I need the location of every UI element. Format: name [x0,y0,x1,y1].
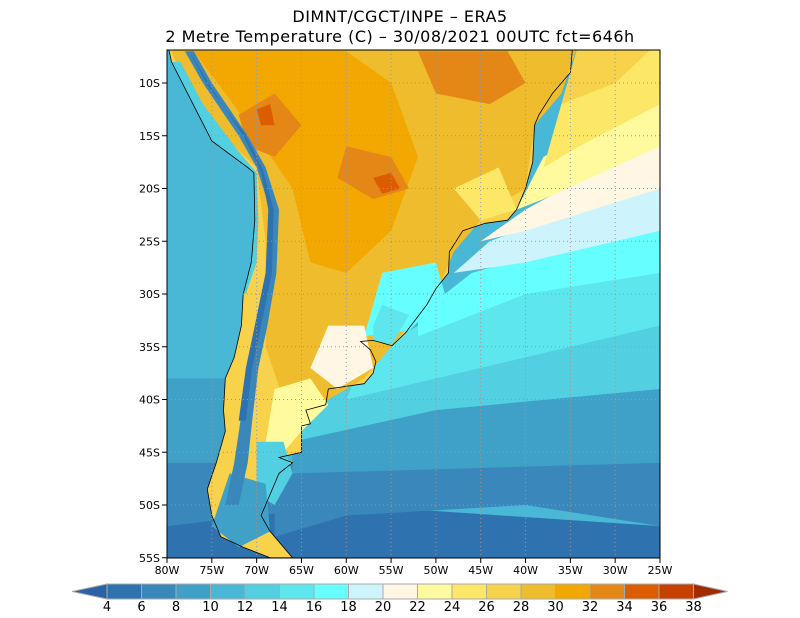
colorbar-label: 28 [513,600,530,615]
gridlines [167,50,660,558]
lon-tick-label: 80W [155,564,180,577]
temperature-field [167,50,660,558]
lon-tick-label: 70W [244,564,269,577]
colorbar-arrow-high [693,583,728,600]
colorbar-label: 30 [547,600,564,615]
colorbar-swatch [244,583,280,600]
colorbar-swatch [382,583,418,600]
atlantic-band [418,220,660,337]
lon-tick-label: 45W [468,564,493,577]
atlantic-band [292,378,660,474]
colorbar-swatch [175,583,211,600]
coast-strip [171,61,259,295]
lon-tick-label: 30W [603,564,628,577]
atlantic-band [561,50,651,105]
land-hot [193,51,418,273]
colorbar-label: 6 [137,600,145,615]
atlantic-band [543,50,660,168]
lat-tick-label: 50S [139,499,160,512]
colorbar-label: 32 [582,600,599,615]
colorbar-swatch [624,583,660,600]
lon-tick-label: 35W [558,564,583,577]
lon-tick-label: 55W [379,564,404,577]
colorbar-label: 10 [202,600,219,615]
colorbar-arrow-low [71,583,108,600]
hotspot [418,51,526,105]
lat-tick-label: 15S [139,130,160,143]
patagonia-mild [265,378,329,453]
colorbar-swatch [348,583,384,600]
colorbar-label: 38 [685,600,702,615]
lon-tick-label: 75W [199,564,224,577]
lon-tick-label: 60W [334,564,359,577]
lon-tick-label: 65W [289,564,314,577]
lat-tick-label: 10S [139,77,160,90]
colorbar-label: 12 [237,600,254,615]
colorbar-label: 22 [409,600,426,615]
colorbar-swatch [279,583,315,600]
colorbar-swatch [451,583,487,600]
chart-title: DIMNT/CGCT/INPE – ERA5 [292,7,508,26]
colorbar-swatch [555,583,591,600]
colorbar: 4 6 8 10 12 14 16 18 20 22 24 26 28 30 32 34 36 38 [71,583,728,615]
lon-tick-label: 25W [648,564,673,577]
hotspot [256,104,275,126]
lat-tick-label: 20S [139,183,160,196]
colorbar-label: 34 [616,600,633,615]
colorbar-swatch [210,583,246,600]
colorbar-label: 14 [271,600,288,615]
colorbar-swatch [658,583,694,600]
land-cool-uruguay [373,304,409,345]
axes: 80W 75W 70W 65W 60W 55W 50W 45W 40W 35W 30W 25W 10S 1… [139,77,673,577]
pampas-mild [310,325,374,389]
colorbar-label: 36 [651,600,668,615]
lat-tick-label: 40S [139,394,160,407]
colorbar-swatch [520,583,556,600]
lon-tick-label: 50W [423,564,448,577]
colorbar-swatch [106,583,142,600]
map-frame [166,49,661,559]
colorbar-swatch [313,583,349,600]
colorbar-label: 16 [306,600,323,615]
colorbar-swatch [141,583,177,600]
lat-tick-label: 45S [139,446,160,459]
land-mild [453,167,517,221]
coastline [168,50,573,558]
colorbar-swatch [589,583,625,600]
colorbar-label: 8 [172,600,180,615]
colorbar-swatch [486,583,522,600]
lat-tick-label: 55S [139,552,160,565]
atlantic-band [274,462,660,537]
colorbar-label: 24 [444,600,461,615]
patagonia-cold [211,473,271,548]
colorbar-label: 4 [103,600,111,615]
colorbar-label: 18 [340,600,357,615]
lat-tick-label: 35S [139,341,160,354]
andes-cold [184,51,279,506]
colorbar-label: 20 [375,600,392,615]
colorbar-swatch [417,583,453,600]
lat-tick-label: 25S [139,235,160,248]
colorbar-label: 26 [478,600,495,615]
lon-tick-label: 40W [513,564,538,577]
chart-subtitle: 2 Metre Temperature (C) – 30/08/2021 00U… [165,27,635,46]
atlantic-band [346,262,660,400]
lat-tick-label: 30S [139,288,160,301]
